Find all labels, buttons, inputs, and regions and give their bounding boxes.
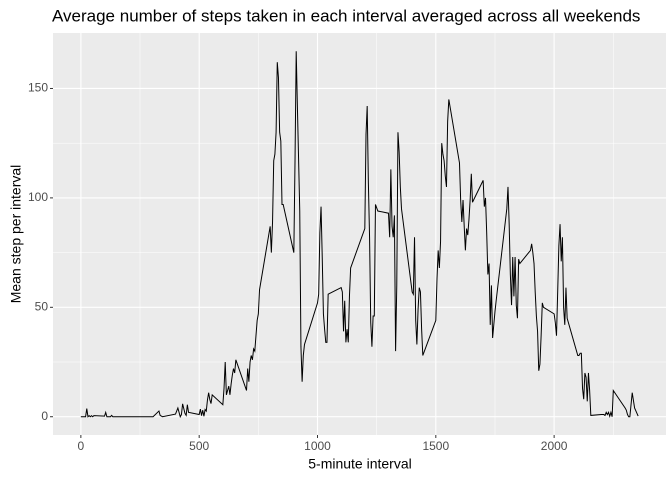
y-tick-label: 0: [41, 409, 48, 423]
x-axis-title: 5-minute interval: [308, 456, 412, 472]
y-tick-label: 100: [28, 190, 48, 204]
x-tick-label: 500: [189, 439, 209, 453]
y-axis-title: Mean step per interval: [8, 165, 24, 304]
y-tick-label: 150: [28, 81, 48, 95]
x-tick-label: 0: [78, 439, 85, 453]
plot-panel: [53, 33, 666, 435]
x-tick-label: 1500: [422, 439, 449, 453]
y-tick-label: 50: [35, 299, 49, 313]
data-line: [80, 51, 639, 419]
x-tick-label: 2000: [541, 439, 568, 453]
x-tick-label: 1000: [304, 439, 331, 453]
chart-title: Average number of steps taken in each in…: [52, 6, 640, 25]
